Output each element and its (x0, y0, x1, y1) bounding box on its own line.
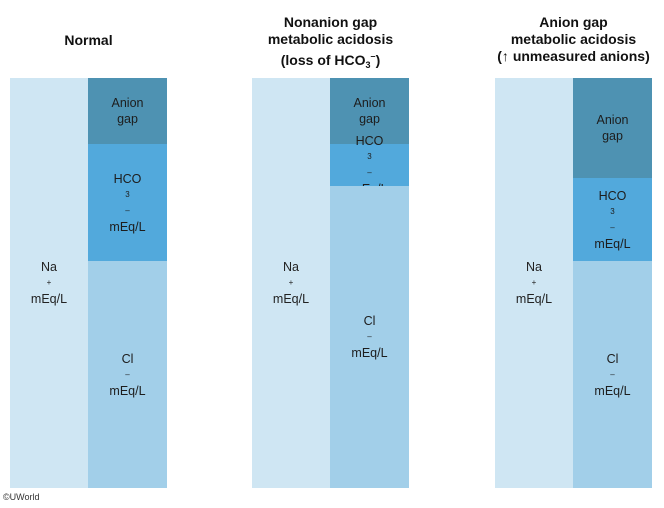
cl-segment: Cl – mEq/L (330, 186, 409, 488)
hco3-label: HCO (355, 134, 384, 148)
hco3-subscript: 3 (125, 189, 130, 199)
hco3-segment: HCO3– mEq/L (330, 134, 409, 196)
na-column: Na + mEq/L (252, 78, 330, 488)
cl-charge: – (610, 369, 615, 379)
title-line: (↑ unmeasured anions) (497, 48, 650, 64)
cl-charge: – (367, 332, 372, 341)
na-charge: + (288, 278, 294, 287)
na-column: Na + mEq/L (495, 78, 573, 488)
hco3-segment: HCO 3 – mEq/L (573, 178, 652, 261)
copyright-notice: ©UWorld (3, 492, 40, 502)
title-line: metabolic acidosis (267, 31, 394, 47)
hco3-segment: HCO 3 – mEq/L (88, 144, 167, 261)
panel-title: Normal (10, 32, 167, 49)
hco3-unit: mEq/L (109, 219, 146, 234)
panel-anion-gap: Anion gap metabolic acidosis (↑ unmeasur… (495, 0, 652, 508)
panel-normal: Normal Na + mEq/L Anion gap HCO 3 – mEq/L C… (10, 0, 167, 508)
hco3-subscript: 3 (367, 152, 372, 161)
cl-segment: Cl – mEq/L (88, 261, 167, 488)
anion-gap-segment: Anion gap (573, 78, 652, 178)
na-unit: mEq/L (272, 292, 310, 306)
cl-label: Cl (363, 314, 376, 328)
hco3-label: HCO (113, 171, 142, 186)
anion-gap-segment: Anion gap (88, 78, 167, 144)
anion-gap-label-line2: gap (117, 112, 138, 126)
title-close: ) (375, 52, 381, 68)
na-label: Na (526, 260, 542, 274)
panel-title: Nonanion gap metabolic acidosis (loss of… (252, 14, 409, 74)
panel-nonanion-gap: Nonanion gap metabolic acidosis (loss of… (252, 0, 409, 508)
na-charge: + (46, 278, 52, 287)
na-unit: mEq/L (515, 292, 553, 306)
panel-title: Anion gap metabolic acidosis (↑ unmeasur… (495, 14, 652, 65)
title-line: metabolic acidosis (510, 31, 637, 47)
na-charge: + (531, 278, 537, 287)
hco3-label: HCO (598, 188, 627, 203)
anion-gap-label-line1: Anion (596, 113, 629, 127)
hco3-charge: – (125, 205, 130, 215)
title-line: Anion gap (539, 14, 608, 30)
cl-charge: – (125, 369, 130, 379)
title-charge: – (370, 51, 376, 61)
hco3-subscript: 3 (610, 206, 615, 216)
anion-gap-label-line2: gap (359, 112, 380, 126)
hco3-charge: – (610, 222, 615, 232)
title-subscript: 3 (365, 60, 371, 70)
na-label: Na (283, 260, 299, 274)
hco3-charge: – (367, 168, 372, 177)
title-line: Nonanion gap (283, 14, 378, 30)
cl-label: Cl (606, 351, 619, 366)
anion-gap-label-line1: Anion (353, 96, 386, 110)
cl-unit: mEq/L (109, 383, 146, 398)
anion-gap-label-line2: gap (602, 129, 623, 143)
cl-unit: mEq/L (594, 383, 631, 398)
cl-label: Cl (121, 351, 134, 366)
title-line: Normal (64, 32, 113, 48)
cl-unit: mEq/L (351, 346, 388, 360)
cl-segment: Cl – mEq/L (573, 261, 652, 488)
anion-gap-segment: Anion gap (330, 78, 409, 144)
anion-gap-label-line1: Anion (111, 96, 144, 110)
hco3-unit: mEq/L (594, 236, 631, 251)
title-line: (loss of HCO (280, 52, 366, 68)
na-label: Na (41, 260, 57, 274)
na-unit: mEq/L (30, 292, 68, 306)
na-column: Na + mEq/L (10, 78, 88, 488)
